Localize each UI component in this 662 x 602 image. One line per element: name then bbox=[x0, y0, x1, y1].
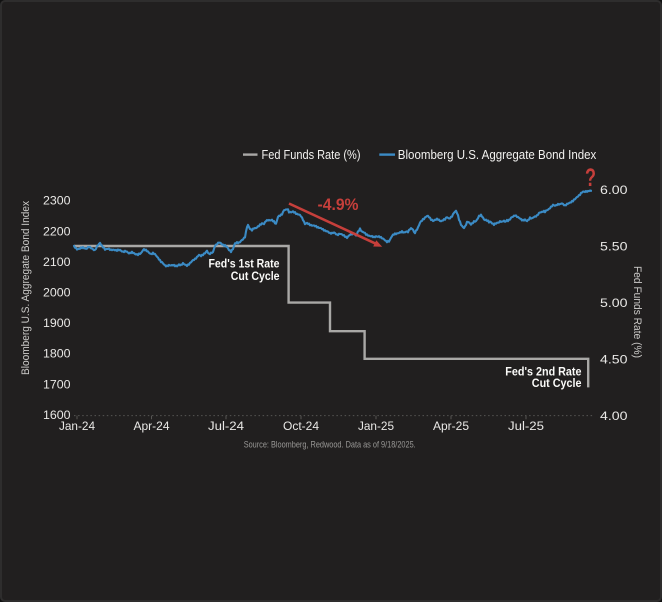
svg-text:5.50: 5.50 bbox=[600, 240, 628, 254]
svg-text:Source: Bloomberg, Redwood. Da: Source: Bloomberg, Redwood. Data as of 9… bbox=[244, 440, 416, 450]
svg-text:-4.9%: -4.9% bbox=[318, 196, 359, 214]
svg-text:5.00: 5.00 bbox=[600, 296, 628, 310]
svg-text:Fed's 2nd Rate: Fed's 2nd Rate bbox=[505, 364, 581, 378]
svg-text:?: ? bbox=[585, 164, 596, 192]
svg-text:Bloomberg U.S. Aggregate Bond: Bloomberg U.S. Aggregate Bond Index bbox=[398, 147, 597, 162]
svg-text:Cut Cycle: Cut Cycle bbox=[231, 269, 280, 283]
svg-text:Cut Cycle: Cut Cycle bbox=[532, 376, 582, 390]
svg-text:1800: 1800 bbox=[43, 347, 71, 361]
svg-text:Apr-24: Apr-24 bbox=[134, 419, 170, 433]
svg-text:4.00: 4.00 bbox=[600, 409, 628, 423]
svg-text:Bloomberg U.S. Aggregate Bond: Bloomberg U.S. Aggregate Bond Index bbox=[20, 201, 32, 375]
svg-text:Oct-24: Oct-24 bbox=[283, 419, 319, 433]
svg-text:1600: 1600 bbox=[43, 408, 71, 422]
svg-text:Fed Funds Rate (%): Fed Funds Rate (%) bbox=[631, 266, 643, 358]
svg-text:2300: 2300 bbox=[43, 194, 71, 208]
svg-text:1700: 1700 bbox=[43, 377, 71, 391]
svg-text:2200: 2200 bbox=[43, 224, 71, 238]
svg-text:Apr-25: Apr-25 bbox=[433, 419, 469, 433]
svg-text:6.00: 6.00 bbox=[600, 183, 628, 197]
svg-text:2100: 2100 bbox=[43, 255, 71, 269]
svg-text:Jul-24: Jul-24 bbox=[208, 419, 244, 433]
svg-text:Jan-24: Jan-24 bbox=[59, 419, 95, 433]
svg-text:Fed Funds Rate (%): Fed Funds Rate (%) bbox=[262, 147, 361, 162]
svg-text:4.50: 4.50 bbox=[600, 352, 628, 366]
svg-text:Jul-25: Jul-25 bbox=[508, 419, 544, 433]
svg-text:Jan-25: Jan-25 bbox=[358, 419, 394, 433]
svg-text:2000: 2000 bbox=[43, 286, 71, 300]
svg-text:1900: 1900 bbox=[43, 316, 71, 330]
svg-text:Fed's 1st Rate: Fed's 1st Rate bbox=[209, 257, 280, 271]
